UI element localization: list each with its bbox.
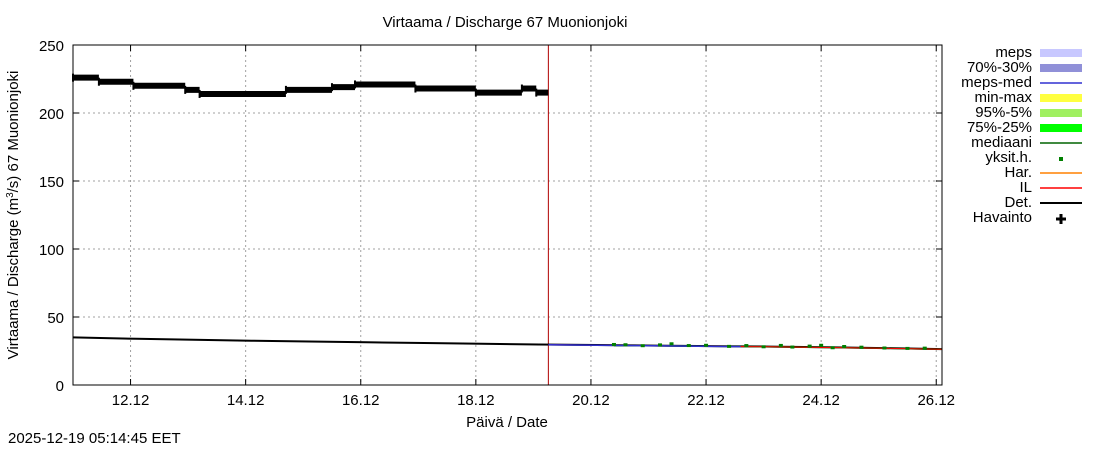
legend-swatch-minmax bbox=[1040, 94, 1082, 102]
legend-label-observed: Havainto bbox=[973, 209, 1032, 226]
yksit-point bbox=[778, 343, 783, 347]
x-tick-label: 22.12 bbox=[687, 392, 725, 409]
yksit-point bbox=[611, 342, 616, 346]
yksit-point bbox=[807, 344, 812, 348]
legend-label-minmax: min-max bbox=[974, 89, 1032, 106]
y-tick-label: 50 bbox=[47, 310, 64, 327]
y-tick-label: 100 bbox=[39, 242, 64, 259]
yksit-point bbox=[744, 344, 749, 348]
yksit-point bbox=[658, 343, 663, 347]
plot-frame bbox=[72, 44, 943, 386]
legend-swatch-p75_25 bbox=[1040, 124, 1082, 132]
yksit-point bbox=[669, 342, 674, 346]
x-tick-label: 12.12 bbox=[112, 392, 150, 409]
yksit-point bbox=[704, 343, 709, 347]
yksit-point bbox=[727, 344, 732, 348]
legend-label-p95_5: 95%-5% bbox=[975, 104, 1032, 121]
legend-label-p75_25: 75%-25% bbox=[967, 119, 1032, 136]
x-tick-label: 16.12 bbox=[342, 392, 380, 409]
grid bbox=[73, 45, 942, 385]
yksit-point bbox=[842, 345, 847, 349]
y-tick-label: 150 bbox=[39, 174, 64, 191]
series-layer bbox=[72, 45, 943, 385]
legend-swatch-p95_5 bbox=[1040, 109, 1082, 117]
legend-label-yksit: yksit.h. bbox=[985, 149, 1032, 166]
yksit-point bbox=[882, 346, 887, 350]
legend-label-il: IL bbox=[1019, 179, 1032, 196]
yksit-point bbox=[623, 343, 628, 347]
legend-label-det: Det. bbox=[1004, 194, 1032, 211]
y-tick-label: 250 bbox=[39, 38, 64, 55]
yksit-point bbox=[905, 346, 910, 350]
yksit-point bbox=[640, 344, 645, 348]
x-tick-label: 18.12 bbox=[457, 392, 495, 409]
yksit-point bbox=[830, 346, 835, 350]
y-axis-label-post: /s) 67 Muonionjoki bbox=[5, 71, 22, 193]
yksit-point bbox=[819, 343, 824, 347]
legend-label-har: Har. bbox=[1004, 164, 1032, 181]
chart-title: Virtaama / Discharge 67 Muonionjoki bbox=[383, 14, 628, 31]
x-tick-label: 14.12 bbox=[227, 392, 265, 409]
y-axis-label-sup: 3 bbox=[5, 192, 16, 198]
y-tick-label: 200 bbox=[39, 106, 64, 123]
legend-label-meps_med: meps-med bbox=[961, 74, 1032, 91]
y-axis-label-pre: Virtaama / Discharge (m bbox=[5, 198, 22, 359]
legend-swatch-p70_30 bbox=[1040, 64, 1082, 72]
y-axis-label: Virtaama / Discharge (m3/s) 67 Muonionjo… bbox=[5, 71, 22, 360]
legend: meps70%-30%meps-medmin-max95%-5%75%-25%m… bbox=[961, 44, 1082, 226]
yksit-point bbox=[686, 344, 691, 348]
x-axis-label: Päivä / Date bbox=[466, 414, 548, 431]
yksit-point bbox=[922, 346, 927, 350]
yksit-point bbox=[761, 345, 766, 349]
legend-swatch-meps bbox=[1040, 49, 1082, 57]
x-tick-label: 20.12 bbox=[572, 392, 610, 409]
legend-label-p70_30: 70%-30% bbox=[967, 59, 1032, 76]
legend-swatch-yksit bbox=[1059, 157, 1063, 161]
x-tick-label: 26.12 bbox=[917, 392, 955, 409]
timestamp: 2025-12-19 05:14:45 EET bbox=[8, 430, 181, 447]
legend-label-meps: meps bbox=[995, 44, 1032, 61]
legend-swatch-observed bbox=[1056, 214, 1066, 224]
x-tick-label: 24.12 bbox=[802, 392, 840, 409]
y-tick-label: 0 bbox=[56, 378, 64, 395]
axis-ticks: 0 50 100 150 200 250 12.12 14.12 16.12 18.12 20.12… bbox=[39, 38, 955, 409]
yksit-point bbox=[790, 345, 795, 349]
legend-label-mediaani: mediaani bbox=[971, 134, 1032, 151]
yksit-point bbox=[859, 345, 864, 349]
series-meps-med bbox=[548, 343, 741, 348]
